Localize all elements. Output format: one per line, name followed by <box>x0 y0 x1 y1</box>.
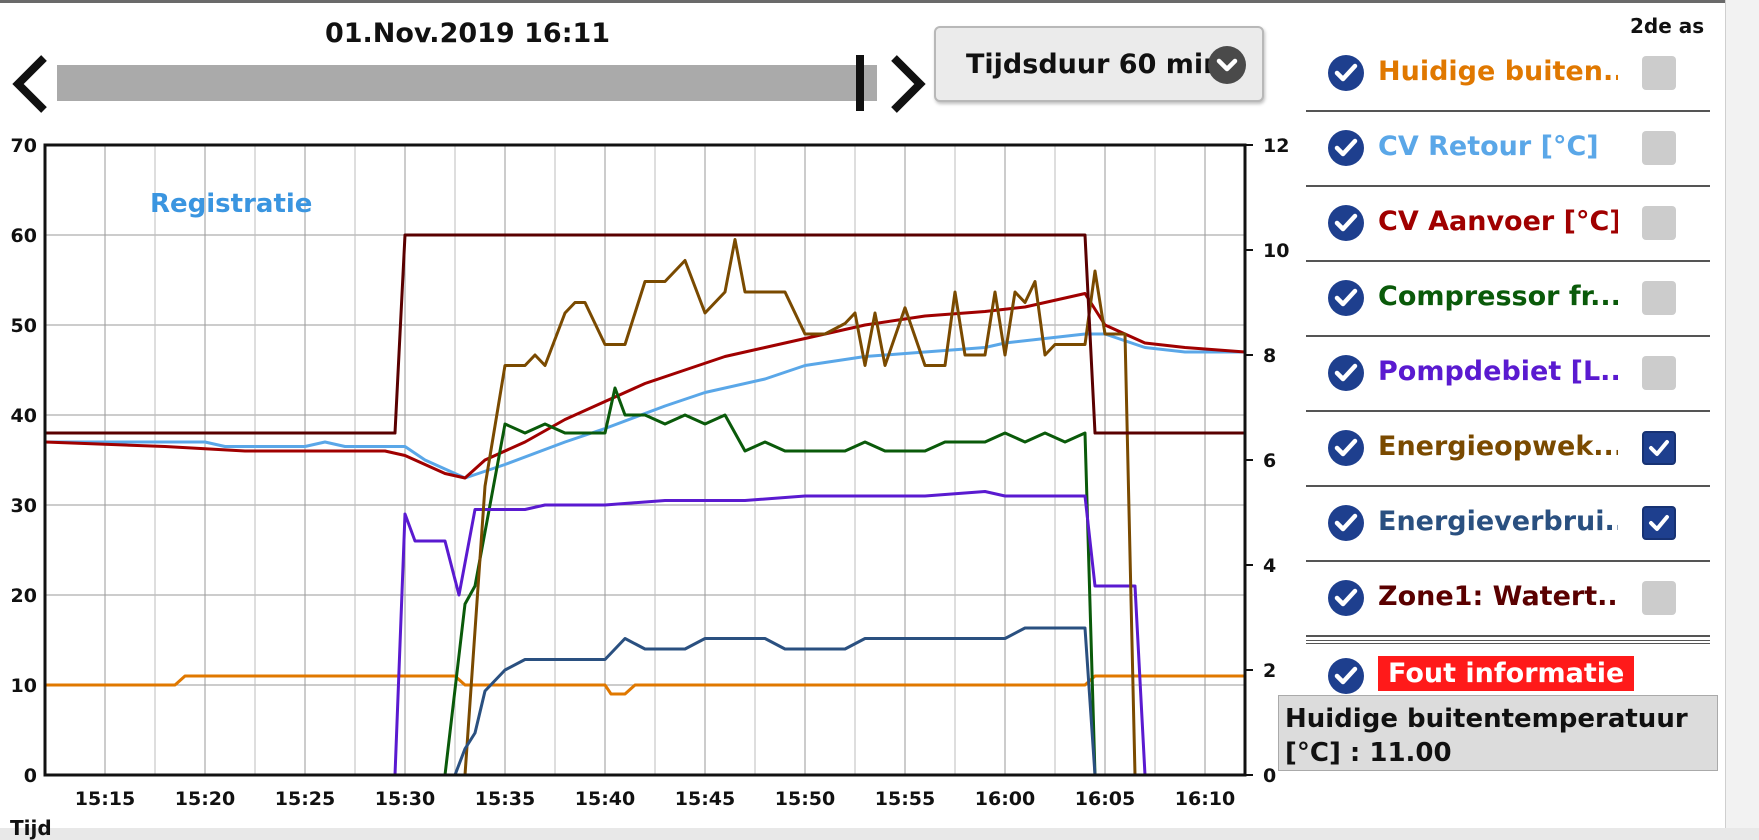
legend-item[interactable]: Zone1: Watert... <box>1306 563 1710 637</box>
x-tick-label: 15:50 <box>775 788 835 810</box>
axis2-checkbox[interactable] <box>1642 281 1676 315</box>
legend-item[interactable]: Huidige buiten... <box>1306 38 1710 112</box>
legend-label: Pompdebiet [L... <box>1378 356 1618 387</box>
legend-label: Compressor fr... <box>1378 281 1618 312</box>
y2-tick-label: 6 <box>1263 450 1276 472</box>
x-tick-label: 16:10 <box>1175 788 1235 810</box>
error-info-row[interactable]: Fout informatie <box>1306 640 1710 698</box>
error-info-badge: Fout informatie <box>1378 656 1635 691</box>
time-slider[interactable] <box>57 65 877 101</box>
check-circle-icon[interactable] <box>1328 505 1364 541</box>
legend-item[interactable]: Compressor fr... <box>1306 263 1710 337</box>
x-tick-label: 15:30 <box>375 788 435 810</box>
y2-tick-label: 12 <box>1263 135 1289 157</box>
check-circle-icon[interactable] <box>1328 658 1364 694</box>
check-circle-icon[interactable] <box>1328 430 1364 466</box>
check-circle-icon[interactable] <box>1328 355 1364 391</box>
legend-item[interactable]: CV Aanvoer [°C] <box>1306 188 1710 262</box>
y-tick-label: 20 <box>11 585 37 607</box>
legend-label: Energieopwek... <box>1378 431 1618 462</box>
legend-label: CV Aanvoer [°C] <box>1378 206 1618 237</box>
x-tick-label: 15:20 <box>175 788 235 810</box>
axis2-checkbox[interactable] <box>1642 431 1676 465</box>
axis2-checkbox[interactable] <box>1642 131 1676 165</box>
x-tick-label: 15:25 <box>275 788 335 810</box>
legend-item[interactable]: CV Retour [°C] <box>1306 113 1710 187</box>
axis2-checkbox[interactable] <box>1642 56 1676 90</box>
plot-area <box>45 145 1245 775</box>
annotation-label: Registratie <box>150 189 312 219</box>
legend-label: Zone1: Watert... <box>1378 581 1618 612</box>
y2-tick-label: 0 <box>1263 765 1276 787</box>
x-tick-label: 15:55 <box>875 788 935 810</box>
legend-panel: Huidige buiten... CV Retour [°C] CV Aanvoe… <box>1306 0 1710 828</box>
axis2-checkbox[interactable] <box>1642 206 1676 240</box>
series-line-energieverbrui <box>45 626 1245 777</box>
previous-arrow-icon[interactable] <box>8 52 56 116</box>
series-line-huidige-buiten <box>45 674 1245 696</box>
y2-tick-label: 2 <box>1263 660 1276 682</box>
x-tick-label: 16:05 <box>1075 788 1135 810</box>
axis2-header: 2de as <box>1630 14 1705 38</box>
legend-item[interactable]: Energieverbrui... <box>1306 488 1710 562</box>
chevron-down-icon <box>1208 46 1246 84</box>
check-circle-icon[interactable] <box>1328 580 1364 616</box>
axis2-checkbox[interactable] <box>1642 581 1676 615</box>
check-circle-icon[interactable] <box>1328 205 1364 241</box>
series-line-cv-retour-c <box>45 332 1245 480</box>
line-chart: 0 10 20 30 40 50 60 70 0 2 4 6 8 10 12 15:15 15:20 15:25 1… <box>11 135 1290 810</box>
legend-item[interactable]: Energieopwek... <box>1306 413 1710 487</box>
y2-tick-label: 10 <box>1263 240 1289 262</box>
series-line-energieopwek <box>45 238 1245 777</box>
axis2-checkbox[interactable] <box>1642 506 1676 540</box>
y2-tick-label: 8 <box>1263 345 1276 367</box>
x-axis-label: Tijd <box>10 816 52 840</box>
series-line-pompdebiet-l <box>45 490 1245 777</box>
duration-label: Tijdsduur 60 min <box>966 49 1223 80</box>
x-tick-label: 15:40 <box>575 788 635 810</box>
plot-frame <box>43 143 1247 777</box>
duration-select[interactable]: Tijdsduur 60 min <box>934 26 1264 102</box>
x-tick-label: 16:00 <box>975 788 1035 810</box>
x-tick-label: 15:45 <box>675 788 735 810</box>
date-label: 01.Nov.2019 16:11 <box>324 18 611 49</box>
legend-label: Huidige buiten... <box>1378 56 1618 87</box>
series-line-zone1-watert <box>45 233 1245 435</box>
y-tick-label: 60 <box>11 225 37 247</box>
check-circle-icon[interactable] <box>1328 55 1364 91</box>
check-circle-icon[interactable] <box>1328 280 1364 316</box>
x-tick-label: 15:15 <box>75 788 135 810</box>
y-tick-label: 10 <box>11 675 37 697</box>
x-tick-label: 15:35 <box>475 788 535 810</box>
y-tick-label: 40 <box>11 405 37 427</box>
series-line-cv-aanvoer-c <box>44 292 1246 480</box>
scrollbar[interactable] <box>1725 0 1759 828</box>
axis2-checkbox[interactable] <box>1642 356 1676 390</box>
legend-item[interactable]: Pompdebiet [L... <box>1306 338 1710 412</box>
check-circle-icon[interactable] <box>1328 130 1364 166</box>
tooltip: Huidige buitentemperatuur [°C] : 11.00 <box>1278 695 1718 771</box>
legend-label: CV Retour [°C] <box>1378 131 1599 162</box>
y-tick-label: 70 <box>11 135 37 157</box>
legend-label: Energieverbrui... <box>1378 506 1618 537</box>
y-tick-label: 50 <box>11 315 37 337</box>
slider-handle[interactable] <box>856 55 864 111</box>
y-tick-label: 0 <box>24 765 37 787</box>
y-tick-label: 30 <box>11 495 37 517</box>
next-arrow-icon[interactable] <box>882 52 930 116</box>
series-line-compressor-fr <box>45 386 1245 777</box>
y2-tick-label: 4 <box>1263 555 1276 577</box>
